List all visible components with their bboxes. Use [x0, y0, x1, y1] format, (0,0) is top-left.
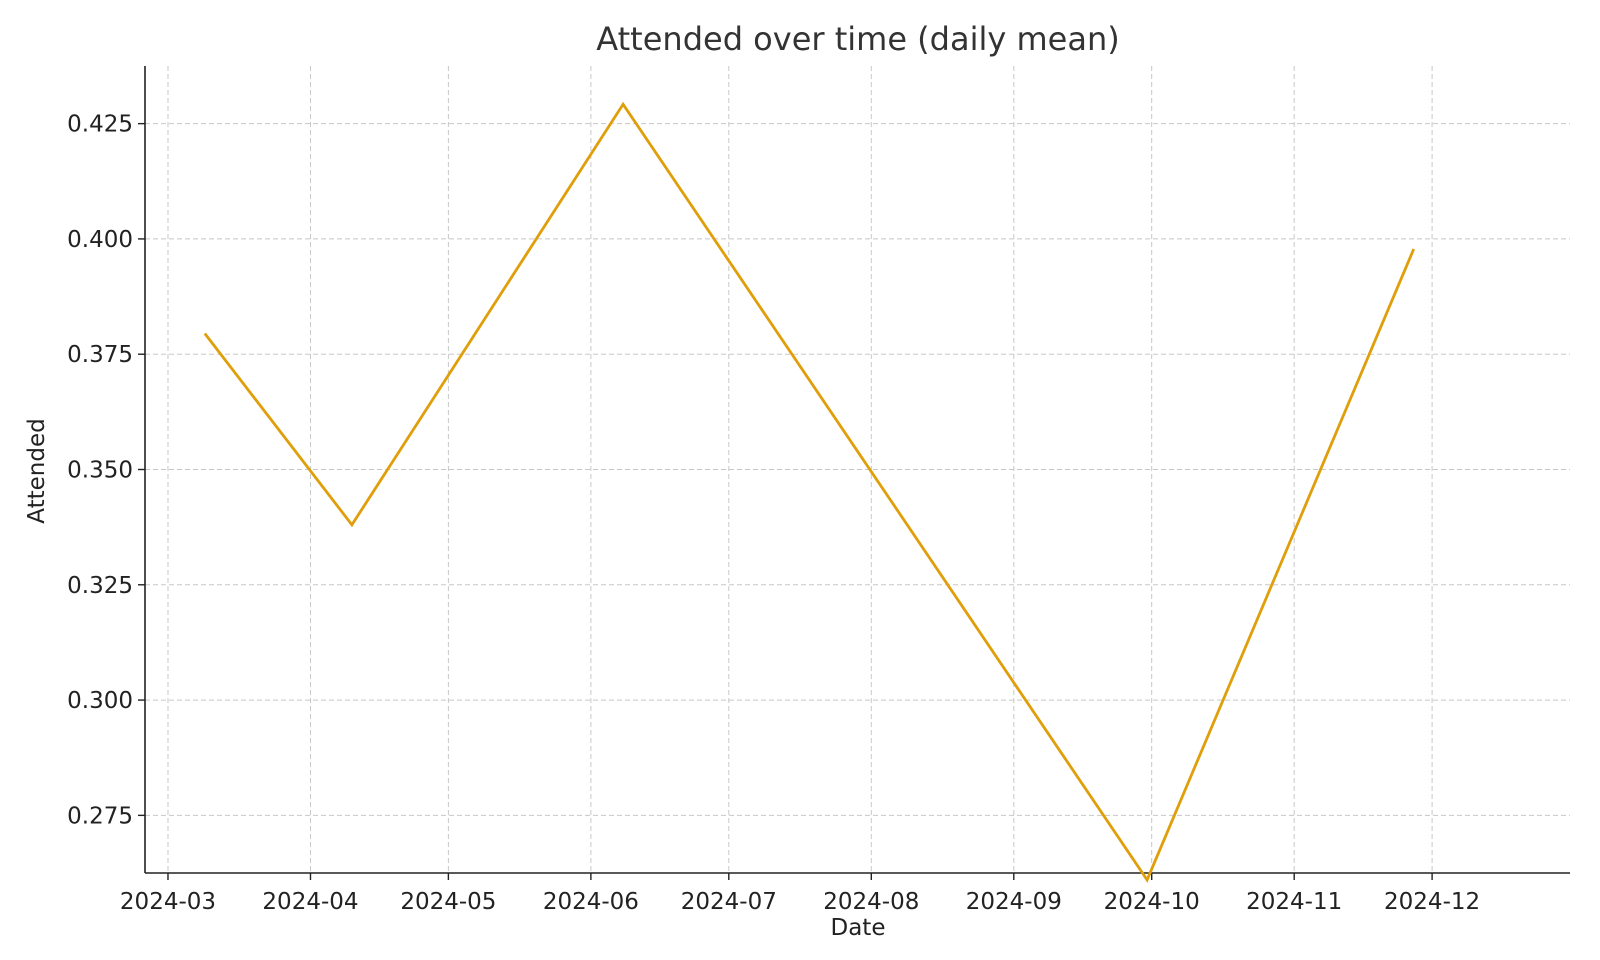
- y-tick-label: 0.300: [67, 688, 133, 714]
- grid: [145, 66, 1570, 873]
- x-tick-label: 2024-10: [1104, 889, 1200, 915]
- x-tick-label: 2024-08: [823, 889, 919, 915]
- chart-title: Attended over time (daily mean): [596, 20, 1119, 58]
- y-tick-label: 0.275: [67, 803, 133, 829]
- x-tick-label: 2024-07: [681, 889, 777, 915]
- y-tick-label: 0.325: [67, 573, 133, 599]
- x-tick-label: 2024-09: [966, 889, 1062, 915]
- ticks: 2024-03 2024-04 2024-05 2024-06 2024-07 2024-…: [67, 112, 1480, 915]
- x-axis-label: Date: [831, 915, 886, 941]
- x-tick-label: 2024-04: [262, 889, 358, 915]
- x-tick-label: 2024-05: [400, 889, 496, 915]
- y-tick-label: 0.400: [67, 227, 133, 253]
- x-tick-label: 2024-12: [1384, 889, 1480, 915]
- y-tick-label: 0.425: [67, 112, 133, 138]
- series-layer: [203, 101, 1415, 883]
- y-axis-label: Attended: [24, 418, 50, 523]
- y-tick-label: 0.375: [67, 342, 133, 368]
- series-line: [203, 101, 1415, 883]
- x-tick-label: 2024-06: [543, 889, 639, 915]
- y-tick-label: 0.350: [67, 458, 133, 484]
- x-tick-label: 2024-11: [1246, 889, 1342, 915]
- x-tick-label: 2024-03: [120, 889, 216, 915]
